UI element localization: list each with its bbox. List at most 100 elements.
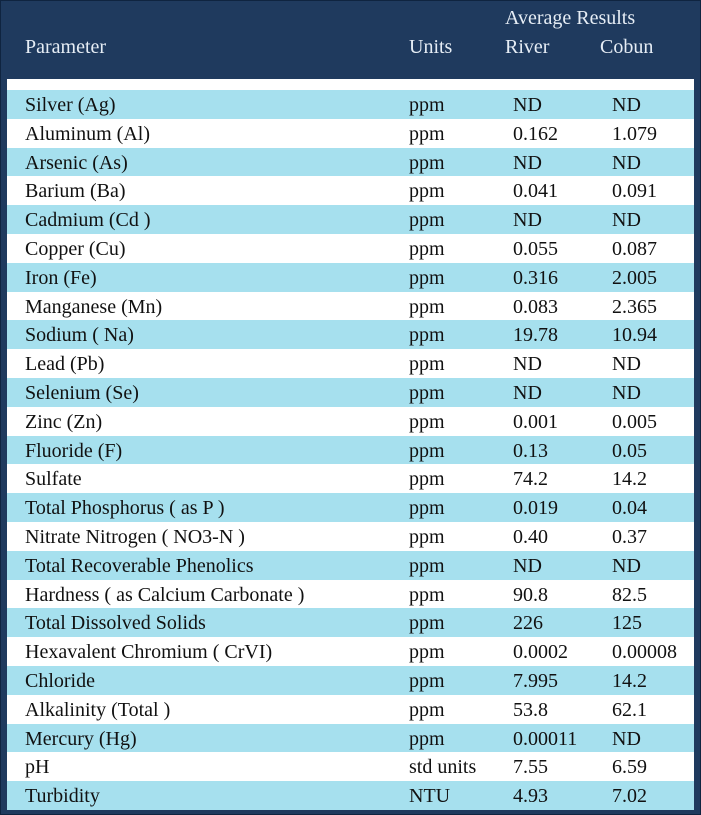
cell-cobun: 1.079 — [612, 122, 657, 145]
cell-units: ppm — [409, 669, 445, 692]
cell-river: 7.995 — [513, 669, 558, 692]
cell-units: ppm — [409, 381, 445, 404]
cell-river: ND — [513, 94, 542, 116]
cell-parameter: Total Recoverable Phenolics — [25, 554, 254, 577]
table-row: Manganese (Mn) ppm 0.083 2.365 — [7, 292, 694, 321]
table-row: Nitrate Nitrogen ( NO3-N ) ppm 0.40 0.37 — [7, 522, 694, 551]
table-row: Total Dissolved Solids ppm 226 125 — [7, 608, 694, 638]
cell-river: 7.55 — [513, 756, 548, 779]
header-gap — [7, 79, 694, 90]
cell-units: ppm — [409, 353, 445, 376]
cell-parameter: Copper (Cu) — [25, 237, 126, 260]
cell-river: 0.0002 — [513, 641, 568, 664]
cell-cobun: 14.2 — [612, 468, 647, 491]
cell-river: 0.316 — [513, 266, 558, 289]
cell-units: ppm — [409, 727, 445, 750]
table-row: Copper (Cu) ppm 0.055 0.087 — [7, 234, 694, 263]
cell-parameter: Barium (Ba) — [25, 180, 126, 203]
cell-river: 0.162 — [513, 122, 558, 145]
cell-river: ND — [513, 151, 542, 174]
table-row: pH std units 7.55 6.59 — [7, 752, 694, 781]
cell-river: 0.001 — [513, 410, 558, 433]
cell-units: ppm — [409, 180, 445, 203]
table-row: Selenium (Se) ppm ND ND — [7, 377, 694, 407]
cell-parameter: Manganese (Mn) — [25, 295, 163, 318]
cell-cobun: ND — [612, 381, 641, 404]
cell-parameter: Lead (Pb) — [25, 353, 105, 376]
cell-river: 0.055 — [513, 237, 558, 260]
cell-units: ppm — [409, 266, 445, 289]
cell-parameter: Iron (Fe) — [25, 266, 97, 289]
cell-units: NTU — [409, 785, 451, 808]
cell-units: ppm — [409, 554, 445, 577]
header-average-results: Average Results — [505, 7, 636, 29]
cell-river: 4.93 — [513, 785, 548, 808]
table-row: Total Recoverable Phenolics ppm ND ND — [7, 550, 694, 580]
cell-cobun: 0.37 — [612, 525, 647, 548]
cell-parameter: Total Dissolved Solids — [25, 612, 206, 635]
cell-parameter: Hexavalent Chromium ( CrVI) — [25, 641, 273, 664]
cell-parameter: Sodium ( Na) — [25, 324, 134, 347]
cell-units: ppm — [409, 410, 445, 433]
cell-cobun: ND — [612, 353, 641, 376]
cell-cobun: 6.59 — [612, 756, 647, 779]
header-parameter: Parameter — [25, 36, 107, 58]
cell-parameter: pH — [25, 756, 50, 779]
table-body: Silver (Ag) ppm ND ND Aluminum (Al) ppm 0.162 1… — [7, 79, 694, 810]
table-row: Hardness ( as Calcium Carbonate ) ppm 90.8… — [7, 580, 694, 609]
cell-cobun: 7.02 — [612, 785, 647, 808]
table-row: Mercury (Hg) ppm 0.00011 ND — [7, 723, 694, 753]
cell-cobun: 2.005 — [612, 266, 657, 289]
table-row: Sulfate ppm 74.2 14.2 — [7, 464, 694, 493]
cell-river: ND — [513, 209, 542, 232]
cell-parameter: Sulfate — [25, 468, 82, 491]
table-row: Hexavalent Chromium ( CrVI) ppm 0.0002 0.00… — [7, 637, 694, 666]
cell-units: ppm — [409, 497, 445, 520]
cell-cobun: 82.5 — [612, 583, 647, 606]
cell-parameter: Selenium (Se) — [25, 381, 139, 404]
cell-cobun: 0.091 — [612, 180, 657, 203]
cell-units: ppm — [409, 468, 445, 491]
cell-parameter: Nitrate Nitrogen ( NO3-N ) — [25, 525, 245, 548]
cell-cobun: ND — [612, 151, 641, 174]
cell-units: ppm — [409, 122, 445, 145]
cell-cobun: ND — [612, 94, 641, 116]
cell-parameter: Silver (Ag) — [25, 94, 116, 116]
table-row: Iron (Fe) ppm 0.316 2.005 — [7, 262, 694, 292]
cell-parameter: Chloride — [25, 669, 95, 692]
cell-cobun: 0.087 — [612, 237, 657, 260]
cell-cobun: 0.05 — [612, 439, 647, 462]
cell-river: 19.78 — [513, 324, 558, 347]
cell-units: ppm — [409, 583, 445, 606]
cell-river: 53.8 — [513, 698, 548, 721]
table-row: Lead (Pb) ppm ND ND — [7, 349, 694, 378]
cell-units: ppm — [409, 641, 445, 664]
cell-river: 90.8 — [513, 583, 548, 606]
header-cobun: Cobun — [600, 36, 654, 58]
cell-cobun: ND — [612, 554, 641, 577]
cell-cobun: 14.2 — [612, 669, 647, 692]
cell-river: ND — [513, 554, 542, 577]
cell-cobun: ND — [612, 727, 641, 750]
cell-units: ppm — [409, 525, 445, 548]
cell-parameter: Arsenic (As) — [25, 151, 128, 174]
cell-cobun: 125 — [612, 612, 642, 635]
cell-river: 0.041 — [513, 180, 558, 203]
table-header: Average Results Parameter Units River Co… — [1, 1, 700, 79]
cell-cobun: 2.365 — [612, 295, 657, 318]
cell-river: ND — [513, 381, 542, 404]
table-row: Chloride ppm 7.995 14.2 — [7, 665, 694, 695]
cell-river: 226 — [513, 612, 543, 635]
cell-units: ppm — [409, 209, 445, 232]
table-row: Total Phosphorus ( as P ) ppm 0.019 0.04 — [7, 493, 694, 522]
cell-river: 0.019 — [513, 497, 558, 520]
cell-units: ppm — [409, 94, 445, 116]
cell-river: 0.083 — [513, 295, 558, 318]
cell-cobun: ND — [612, 209, 641, 232]
cell-river: 0.00011 — [513, 727, 578, 750]
cell-units: ppm — [409, 295, 445, 318]
cell-river: 74.2 — [513, 468, 548, 491]
table-row: Barium (Ba) ppm 0.041 0.091 — [7, 176, 694, 205]
table-row: Arsenic (As) ppm ND ND — [7, 147, 694, 177]
